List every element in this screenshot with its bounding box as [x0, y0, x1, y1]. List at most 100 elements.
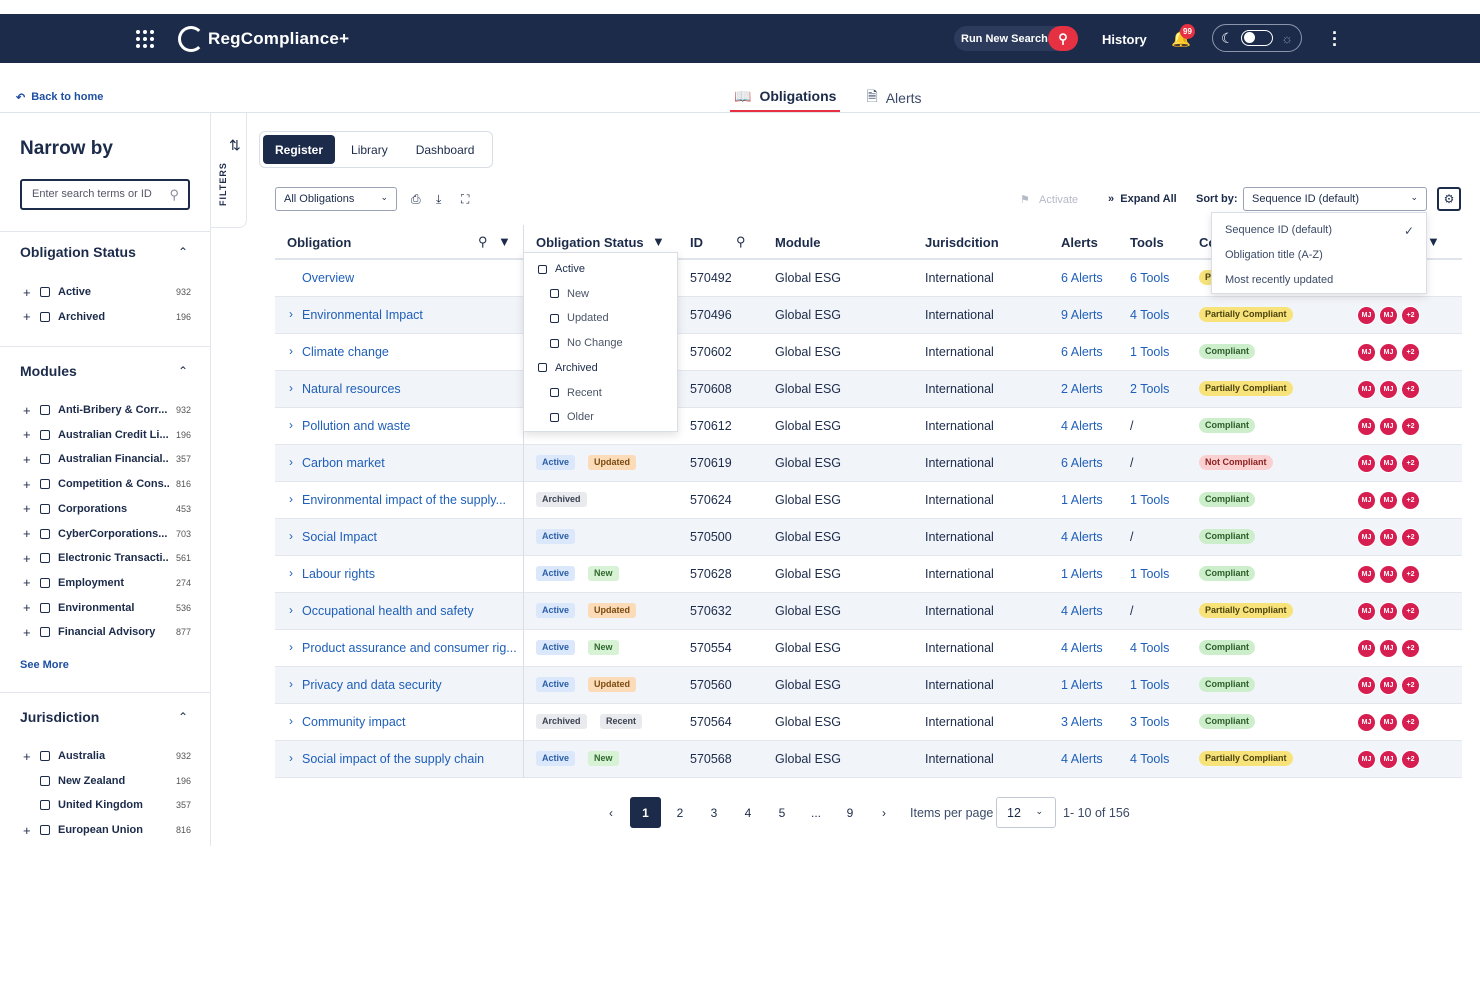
expand-plus-icon[interactable]: + — [23, 501, 31, 517]
alerts-link[interactable]: 2 Alerts — [1061, 382, 1103, 396]
filter-checkbox[interactable] — [40, 577, 50, 588]
expand-plus-icon[interactable]: + — [23, 284, 31, 300]
alerts-link[interactable]: 1 Alerts — [1061, 493, 1103, 507]
filter-checkbox[interactable] — [40, 429, 50, 440]
assignee-avatars[interactable]: MJ MJ +2 — [1357, 491, 1420, 510]
obligation-link[interactable]: Carbon market — [302, 456, 385, 470]
tools-link[interactable]: 1 Tools — [1130, 345, 1170, 359]
filter-checkbox[interactable] — [40, 602, 50, 613]
assignee-avatars[interactable]: MJ MJ +2 — [1357, 602, 1420, 621]
status-filter-option[interactable]: No Change — [550, 337, 623, 349]
expand-plus-icon[interactable]: + — [23, 822, 31, 838]
page-number[interactable]: 9 — [846, 805, 854, 820]
tools-link[interactable]: 4 Tools — [1130, 308, 1170, 322]
filter-checkbox[interactable] — [40, 528, 50, 539]
table-row[interactable]: › Occupational health and safety Active Upd… — [275, 593, 1462, 630]
tools-link[interactable]: 6 Tools — [1130, 271, 1170, 285]
expand-plus-icon[interactable]: + — [23, 526, 31, 541]
download-icon[interactable]: ⤓ — [436, 192, 442, 206]
expand-plus-icon[interactable]: + — [23, 575, 31, 591]
view-register-button[interactable]: Register — [263, 135, 336, 164]
obligation-link[interactable]: Labour rights — [302, 567, 375, 581]
alerts-link[interactable]: 6 Alerts — [1061, 345, 1103, 359]
assignee-avatars[interactable]: MJ MJ +2 — [1357, 454, 1420, 473]
obligation-link[interactable]: Privacy and data security — [302, 678, 442, 692]
filter-checkbox[interactable] — [550, 338, 559, 348]
assignee-avatars[interactable]: MJ MJ +2 — [1357, 528, 1420, 547]
filter-section-title[interactable]: Obligation Status — [20, 244, 136, 260]
filters-toggle-panel[interactable] — [211, 113, 247, 228]
chevron-right-icon[interactable]: › — [289, 455, 293, 469]
filter-section-title[interactable]: Modules — [20, 363, 77, 379]
more-menu-icon[interactable]: · · · — [1332, 23, 1338, 55]
status-filter-option[interactable]: New — [550, 288, 589, 300]
prev-page-icon[interactable]: ‹ — [609, 805, 613, 820]
expand-plus-icon[interactable]: + — [23, 550, 31, 566]
sidebar-search-input[interactable]: Enter search terms or ID ⚲ — [20, 179, 190, 210]
status-filter-option[interactable]: Active — [538, 263, 585, 275]
chevron-right-icon[interactable]: › — [289, 677, 293, 691]
table-row[interactable]: › Product assurance and consumer rig... Ac… — [275, 630, 1462, 667]
sort-option[interactable]: Obligation title (A-Z) — [1225, 249, 1323, 261]
header-alerts[interactable]: Alerts — [1061, 235, 1098, 250]
filter-checkbox[interactable] — [40, 800, 50, 811]
assignee-avatars[interactable]: MJ MJ +2 — [1357, 417, 1420, 436]
filter-section-title[interactable]: Jurisdiction — [20, 709, 100, 725]
page-number[interactable]: 2 — [676, 805, 684, 820]
alerts-link[interactable]: 4 Alerts — [1061, 604, 1103, 618]
filter-item[interactable]: United Kingdom 357 — [23, 797, 191, 813]
expand-plus-icon[interactable]: + — [23, 476, 31, 492]
view-dashboard-button[interactable]: Dashboard — [415, 142, 475, 157]
obligation-link[interactable]: Social Impact — [302, 530, 378, 544]
filter-checkbox[interactable] — [550, 313, 559, 323]
filter-checkbox[interactable] — [40, 751, 50, 761]
table-settings-button[interactable]: ⚙ — [1437, 187, 1461, 211]
obligation-link[interactable]: Overview — [302, 271, 355, 285]
filter-checkbox[interactable] — [40, 454, 50, 465]
header-obligation-status[interactable]: Obligation Status — [536, 235, 644, 250]
status-filter-option[interactable]: Archived — [538, 362, 598, 374]
chevron-right-icon[interactable]: › — [289, 492, 293, 506]
filter-item[interactable]: + Competition & Cons... 816 — [23, 476, 191, 492]
theme-toggle[interactable]: ☾ ☼ — [1212, 24, 1302, 52]
expand-plus-icon[interactable]: + — [23, 624, 31, 640]
filter-item[interactable]: + Environmental 536 — [23, 600, 191, 616]
status-filter-option[interactable]: Older — [550, 411, 594, 423]
filter-item[interactable]: + Active 932 — [23, 284, 191, 300]
expand-plus-icon[interactable]: + — [23, 427, 31, 443]
table-row[interactable]: › Environmental impact of the supply... Ar… — [275, 482, 1462, 519]
filter-checkbox[interactable] — [40, 627, 50, 638]
obligation-link[interactable]: Natural resources — [302, 382, 401, 396]
status-filter-option[interactable]: Updated — [550, 312, 609, 324]
tools-link[interactable]: 2 Tools — [1130, 382, 1170, 396]
expand-plus-icon[interactable]: + — [23, 748, 31, 764]
sliders-icon[interactable]: ⇅ — [229, 137, 241, 153]
assignee-avatars[interactable]: MJ MJ +2 — [1357, 380, 1420, 399]
assignee-avatars[interactable]: MJ MJ +2 — [1357, 306, 1420, 325]
table-row[interactable]: › Privacy and data security Active Updated 5… — [275, 667, 1462, 704]
alerts-link[interactable]: 4 Alerts — [1061, 530, 1103, 544]
filter-checkbox[interactable] — [40, 405, 50, 415]
tools-link[interactable]: 1 Tools — [1130, 678, 1170, 692]
search-icon[interactable]: ⚲ — [478, 234, 488, 249]
table-row[interactable]: › Climate change 570602 Global ESG Internati… — [275, 334, 1462, 371]
chevron-right-icon[interactable]: › — [289, 640, 293, 654]
next-page-icon[interactable]: › — [882, 805, 886, 820]
activate-button[interactable]: ⚑ Activate — [1020, 193, 1078, 206]
filter-checkbox[interactable] — [40, 311, 50, 322]
assignee-avatars[interactable]: MJ MJ +2 — [1357, 713, 1420, 732]
filter-checkbox[interactable] — [550, 388, 559, 397]
assignee-avatars[interactable]: MJ MJ +2 — [1357, 565, 1420, 584]
tools-link[interactable]: 1 Tools — [1130, 493, 1170, 507]
filter-item[interactable]: + Electronic Transacti... 561 — [23, 550, 191, 566]
status-filter-option[interactable]: Recent — [550, 387, 602, 399]
obligation-link[interactable]: Product assurance and consumer rig... — [302, 641, 517, 655]
filter-checkbox[interactable] — [40, 825, 50, 836]
view-library-button[interactable]: Library — [351, 142, 388, 157]
table-row[interactable]: › Community impact Archived Recent 570564 Glo… — [275, 704, 1462, 741]
table-row[interactable]: Overview 570492 Global ESG International 6 A… — [275, 260, 1462, 297]
chevron-right-icon[interactable]: › — [289, 381, 293, 395]
tools-link[interactable]: 3 Tools — [1130, 715, 1170, 729]
expand-all-button[interactable]: » Expand All — [1108, 193, 1177, 205]
header-tools[interactable]: Tools — [1130, 235, 1164, 250]
